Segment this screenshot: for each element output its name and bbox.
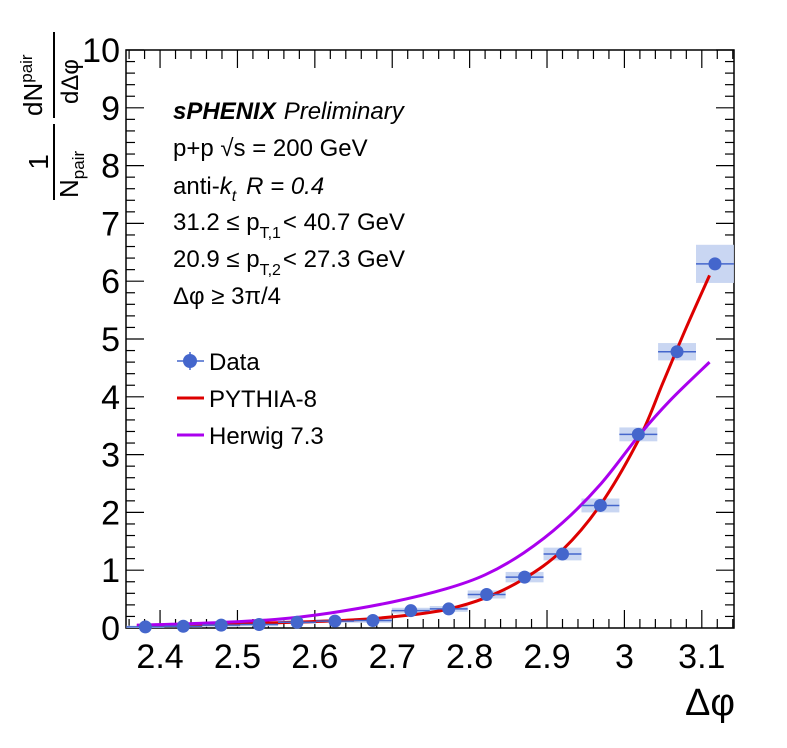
x-tick-label: 2.5: [214, 638, 261, 676]
legend-herwig-label: Herwig 7.3: [209, 423, 324, 450]
y-tick-label: 0: [101, 610, 120, 648]
y-tick-label: 9: [101, 90, 120, 128]
x-tick-label: 2.6: [291, 638, 338, 676]
data-point: [708, 257, 722, 271]
legend-entry-data: Data: [177, 349, 260, 376]
y-tick-labels: 0 1 2 3 4 5 6 7 8 9 10: [82, 32, 120, 648]
data-point: [214, 618, 228, 632]
data-point: [593, 498, 607, 512]
y-label-denominator: dΔφ: [57, 59, 84, 104]
experiment-label: sPHENIX Preliminary: [173, 98, 406, 125]
data-point: [670, 345, 684, 359]
data-point: [631, 427, 645, 441]
pythia-curve: [136, 274, 711, 628]
x-tick-label: 2.9: [523, 638, 570, 676]
pt2-cut-label: 20.9 ≤ pT,2< 27.3 GeV: [173, 246, 405, 279]
y-tick-label: 8: [101, 148, 120, 186]
legend: Data PYTHIA-8 Herwig 7.3: [177, 349, 324, 450]
data-point: [176, 619, 190, 633]
data-point: [328, 614, 342, 628]
x-tick-label: 3: [615, 638, 634, 676]
y-label-numerator: dNpair: [17, 54, 48, 116]
algorithm-label: anti-kt R = 0.4: [173, 173, 324, 205]
y-tick-label: 1: [101, 552, 120, 590]
legend-data-label: Data: [209, 349, 260, 376]
x-tick-label: 2.7: [369, 638, 416, 676]
x-axis-label: Δφ: [685, 682, 735, 724]
data-point: [442, 602, 456, 616]
data-point: [252, 618, 266, 632]
y-tick-label: 7: [101, 205, 120, 243]
data-point: [290, 615, 304, 629]
y-tick-label: 6: [101, 263, 120, 301]
x-tick-label: 2.4: [136, 638, 183, 676]
data-point: [138, 620, 152, 634]
x-tick-label: 2.8: [446, 638, 493, 676]
y-tick-label: 4: [101, 379, 120, 417]
legend-entry-herwig: Herwig 7.3: [177, 423, 324, 450]
y-tick-label: 2: [101, 494, 120, 532]
system-label: p+p √s = 200 GeV: [173, 135, 368, 162]
y-axis-label: 1 Npair dNpair dΔφ: [17, 32, 88, 200]
x-tick-label: 3.1: [678, 638, 725, 676]
y-tick-label: 10: [82, 32, 120, 70]
y-label-prefactor-den: Npair: [54, 151, 88, 198]
data-point: [404, 604, 418, 618]
y-label-prefactor-num: 1: [23, 154, 54, 170]
dphi-cut-label: Δφ ≥ 3π/4: [173, 283, 281, 310]
legend-entry-pythia: PYTHIA-8: [177, 386, 317, 413]
data-point: [480, 587, 494, 601]
data-point: [366, 613, 380, 627]
y-tick-label: 3: [101, 437, 120, 475]
series-layer: [126, 244, 734, 634]
y-tick-label: 5: [101, 321, 120, 359]
data-point: [518, 570, 532, 584]
x-tick-labels: 2.4 2.5 2.6 2.7 2.8 2.9 3 3.1: [136, 638, 725, 676]
pt1-cut-label: 31.2 ≤ pT,1< 40.7 GeV: [173, 209, 405, 242]
legend-pythia-label: PYTHIA-8: [209, 386, 317, 413]
data-point: [555, 547, 569, 561]
legend-data-marker: [183, 354, 197, 368]
annotation-block: sPHENIX Preliminary p+p √s = 200 GeV anti…: [173, 98, 406, 310]
